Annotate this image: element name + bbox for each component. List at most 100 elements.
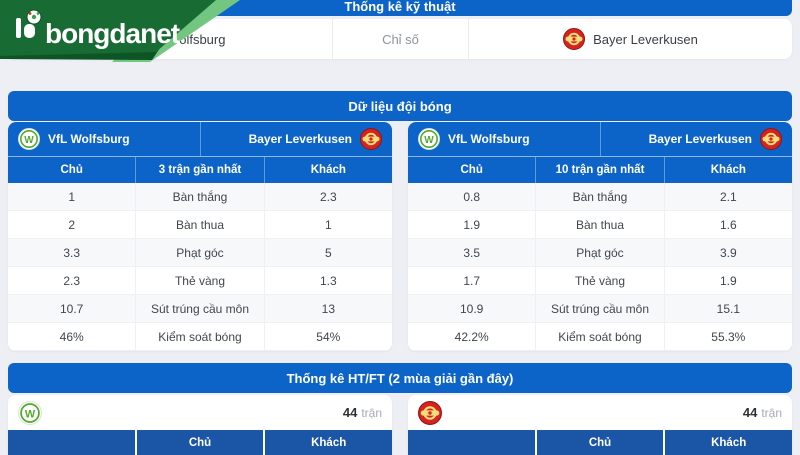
table-row: 3.3 Phạt góc 5: [8, 239, 392, 266]
stat-label: Bàn thua: [135, 211, 263, 238]
matches-number: 44: [742, 405, 758, 420]
col-away-label: Khách: [663, 157, 792, 183]
team-data-title: Dữ liệu đội bóng: [348, 98, 452, 114]
col-away-label: Khách: [263, 157, 392, 183]
htft-panel-away: 44 trận Chủ Khách: [408, 395, 792, 455]
home-value: 10.7: [59, 301, 84, 316]
away-team-name: Bayer Leverkusen: [648, 132, 752, 146]
htft-column-header: Chủ Khách: [8, 430, 392, 455]
home-value: 0.8: [463, 189, 480, 204]
home-value: 10.9: [459, 301, 484, 316]
wolfsburg-logo-icon: [18, 128, 40, 150]
matches-unit: trận: [361, 406, 382, 420]
col-away-label: Khách: [263, 430, 392, 455]
home-value: 2: [68, 217, 75, 232]
col-period-label: 10 trận gần nhất: [535, 157, 663, 183]
stat-label: Bàn thắng: [535, 183, 663, 210]
stat-label: Bàn thắng: [135, 183, 263, 210]
matches-unit: trận: [761, 406, 782, 420]
bongdanet-logo: bongdanet: [0, 0, 250, 64]
col-home-label: Chủ: [460, 164, 483, 176]
home-team-header: VfL Wolfsburg: [8, 122, 200, 156]
home-value: 46%: [59, 329, 84, 344]
matches-count: 44 trận: [743, 405, 782, 420]
matches-count: 44 trận: [343, 405, 382, 420]
col-empty: [8, 430, 135, 455]
away-value: 2.3: [263, 183, 392, 210]
col-home-label: Chủ: [134, 430, 264, 455]
away-team-name: Bayer Leverkusen: [248, 132, 352, 146]
away-value: 1: [263, 211, 392, 238]
home-value: 1.9: [463, 217, 480, 232]
bongdanet-ball-icon: [16, 9, 42, 38]
table-row: 46% Kiểm soát bóng 54%: [8, 322, 392, 351]
stat-label: Phạt góc: [535, 239, 663, 266]
table-row: 3.5 Phạt góc 3.9: [408, 239, 792, 266]
col-away-label: Khách: [663, 430, 792, 455]
leverkusen-logo-icon: [360, 128, 382, 150]
technical-stats-title: Thống kê kỹ thuật: [344, 0, 456, 14]
index-label-cell: Chỉ số: [332, 19, 469, 59]
table-row: 42.2% Kiểm soát bóng 55.3%: [408, 322, 792, 351]
away-value: 13: [263, 295, 392, 322]
stats-table-team-header: VfL Wolfsburg Bayer Leverkusen: [8, 122, 392, 157]
team-data-header: Dữ liệu đội bóng: [8, 91, 792, 121]
away-value: 5: [263, 239, 392, 266]
table-row: 1.7 Thẻ vàng 1.9: [408, 266, 792, 295]
leverkusen-logo-icon: [563, 28, 586, 50]
stats-table-last3: VfL Wolfsburg Bayer Leverkusen Chủ 3 trậ…: [8, 122, 392, 351]
leverkusen-logo-icon: [760, 128, 782, 150]
away-team-name: Bayer Leverkusen: [593, 31, 698, 47]
stats-table-team-header: VfL Wolfsburg Bayer Leverkusen: [408, 122, 792, 157]
stat-label: Bàn thua: [535, 211, 663, 238]
home-value: 2.3: [63, 273, 80, 288]
htft-title: Thống kê HT/FT (2 mùa giải gần đây): [286, 370, 514, 386]
htft-header: Thống kê HT/FT (2 mùa giải gần đây): [8, 363, 792, 393]
wolfsburg-logo-icon: [18, 400, 42, 425]
home-value: 42.2%: [454, 329, 489, 344]
away-team-header: Bayer Leverkusen: [599, 122, 793, 156]
stat-label: Thẻ vàng: [135, 267, 263, 294]
away-value: 2.1: [663, 183, 792, 210]
table-row: 1 Bàn thắng 2.3: [8, 183, 392, 210]
home-value: 3.5: [463, 245, 480, 260]
home-value: 1.7: [463, 273, 480, 288]
table-row: 10.9 Sút trúng cầu môn 15.1: [408, 295, 792, 322]
stat-label: Thẻ vàng: [535, 267, 663, 294]
table-row: 2.3 Thẻ vàng 1.3: [8, 266, 392, 295]
away-value: 1.6: [663, 211, 792, 238]
home-value: 3.3: [63, 245, 80, 260]
stat-label: Sút trúng cầu môn: [135, 295, 263, 322]
away-value: 3.9: [663, 239, 792, 266]
stat-label: Phạt góc: [135, 239, 263, 266]
stats-table-last10: VfL Wolfsburg Bayer Leverkusen Chủ 10 tr…: [408, 122, 792, 351]
htft-panel-home: 44 trận Chủ Khách: [8, 395, 392, 455]
away-value: 55.3%: [663, 323, 792, 350]
brand-wordmark: bongdanet: [45, 18, 180, 49]
stat-label: Sút trúng cầu môn: [535, 295, 663, 322]
leverkusen-logo-icon: [418, 400, 442, 425]
table-row: 1.9 Bàn thua 1.6: [408, 210, 792, 239]
wolfsburg-logo-icon: [418, 128, 440, 150]
home-team-name: VfL Wolfsburg: [48, 132, 130, 146]
away-team-cell: Bayer Leverkusen: [469, 19, 792, 59]
col-empty: [408, 430, 535, 455]
stat-label: Kiểm soát bóng: [535, 323, 663, 350]
home-team-header: VfL Wolfsburg: [408, 122, 600, 156]
table-row: 0.8 Bàn thắng 2.1: [408, 183, 792, 210]
col-home-label: Chủ: [534, 430, 664, 455]
htft-panel-top: 44 trận: [8, 395, 392, 430]
stat-label: Kiểm soát bóng: [135, 323, 263, 350]
away-value: 1.9: [663, 267, 792, 294]
htft-column-header: Chủ Khách: [408, 430, 792, 455]
col-home-label: Chủ: [60, 164, 83, 176]
table-row: 2 Bàn thua 1: [8, 210, 392, 239]
home-team-name: VfL Wolfsburg: [448, 132, 530, 146]
matches-number: 44: [342, 405, 358, 420]
home-value: 1: [68, 189, 75, 204]
stats-column-header: Chủ 10 trận gần nhất Khách: [408, 157, 792, 183]
stats-column-header: Chủ 3 trận gần nhất Khách: [8, 157, 392, 183]
table-row: 10.7 Sút trúng cầu môn 13: [8, 295, 392, 322]
away-value: 15.1: [663, 295, 792, 322]
htft-panel-top: 44 trận: [408, 395, 792, 430]
